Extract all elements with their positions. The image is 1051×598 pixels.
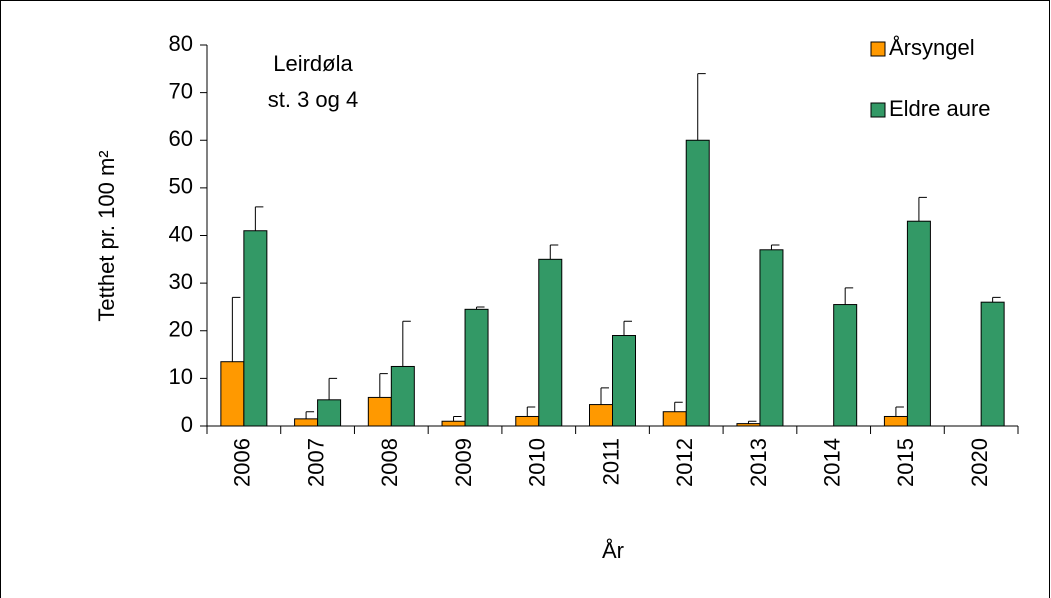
- bar: [612, 335, 636, 427]
- error-bar: [526, 406, 536, 417]
- bar: [390, 365, 415, 427]
- x-tick-label: 2007: [303, 438, 328, 487]
- error-bar: [379, 373, 388, 398]
- bar: [883, 415, 908, 427]
- bar: [367, 396, 392, 427]
- y-tick-label: 40: [169, 221, 193, 246]
- bar: [906, 220, 931, 427]
- bar: [589, 404, 613, 427]
- x-tick-label: 2014: [819, 438, 844, 487]
- error-bar: [895, 406, 904, 417]
- bar: [220, 361, 245, 427]
- bar: [464, 308, 489, 427]
- error-bar: [844, 287, 854, 305]
- x-tick-label: 2006: [230, 438, 255, 487]
- x-axis-title: År: [602, 538, 624, 563]
- bar: [759, 249, 784, 427]
- error-bar: [770, 244, 780, 250]
- annotation: Leirdøla: [273, 51, 353, 76]
- y-tick-label: 70: [169, 78, 193, 103]
- bar: [243, 230, 268, 427]
- error-bar: [231, 296, 241, 362]
- bar: [515, 415, 540, 427]
- x-tick-label: 2013: [746, 438, 771, 487]
- bar: [685, 139, 710, 427]
- legend-swatch: [870, 102, 886, 118]
- x-tick-label: 2011: [598, 438, 623, 485]
- bar: [294, 418, 319, 427]
- bar: [441, 420, 466, 427]
- y-tick-label: 80: [169, 31, 193, 56]
- bar: [317, 399, 342, 427]
- y-tick-label: 30: [169, 269, 193, 294]
- error-bar: [697, 73, 706, 141]
- error-bar: [453, 415, 462, 422]
- y-axis-title: Tetthet pr. 100 m²: [94, 150, 119, 321]
- x-tick-label: 2009: [451, 438, 476, 487]
- x-tick-label: 2010: [525, 438, 550, 487]
- y-tick-label: 50: [169, 174, 193, 199]
- error-bar: [623, 320, 632, 336]
- bar: [833, 304, 858, 427]
- x-tick-label: 2015: [893, 438, 918, 487]
- error-bar: [549, 244, 559, 260]
- error-bar: [328, 377, 338, 400]
- bar: [980, 301, 1005, 427]
- bar: [538, 258, 563, 427]
- error-bar: [674, 401, 683, 412]
- error-bar: [600, 387, 609, 405]
- legend-label: Årsyngel: [889, 35, 975, 60]
- y-tick-label: 10: [169, 364, 193, 389]
- error-bar: [305, 411, 315, 419]
- x-tick-label: 2008: [377, 438, 402, 487]
- y-tick-label: 20: [169, 317, 193, 342]
- error-bar: [402, 320, 411, 367]
- y-tick-label: 60: [169, 126, 193, 151]
- error-bar: [476, 306, 485, 310]
- legend-swatch: [870, 41, 886, 57]
- bar: [662, 411, 687, 427]
- annotation: st. 3 og 4: [268, 87, 359, 112]
- error-bar: [254, 206, 264, 231]
- error-bar: [992, 296, 1001, 303]
- legend-label: Eldre aure: [889, 96, 991, 121]
- error-bar: [747, 420, 757, 424]
- y-tick-label: 0: [181, 412, 193, 437]
- x-tick-label: 2020: [967, 438, 992, 487]
- error-bar: [918, 196, 927, 222]
- x-tick-label: 2012: [672, 438, 697, 487]
